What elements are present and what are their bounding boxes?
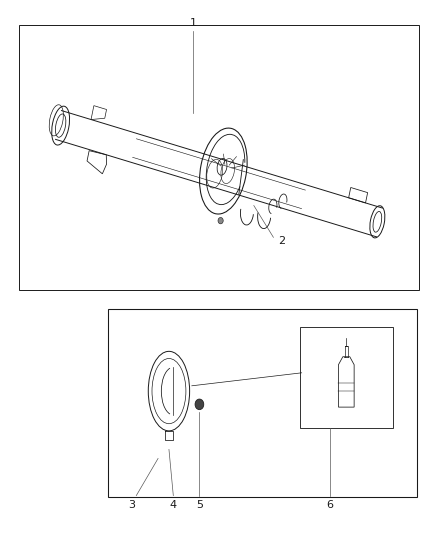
Text: 1: 1 — [189, 18, 196, 28]
Ellipse shape — [195, 399, 204, 410]
Text: 2: 2 — [278, 236, 285, 246]
Ellipse shape — [218, 217, 223, 224]
Text: 6: 6 — [326, 500, 333, 510]
Text: 5: 5 — [196, 500, 203, 510]
Bar — [108, 309, 417, 497]
Text: 3: 3 — [128, 500, 135, 510]
Text: 4: 4 — [170, 500, 177, 510]
Bar — [300, 327, 393, 428]
Bar — [19, 25, 419, 290]
